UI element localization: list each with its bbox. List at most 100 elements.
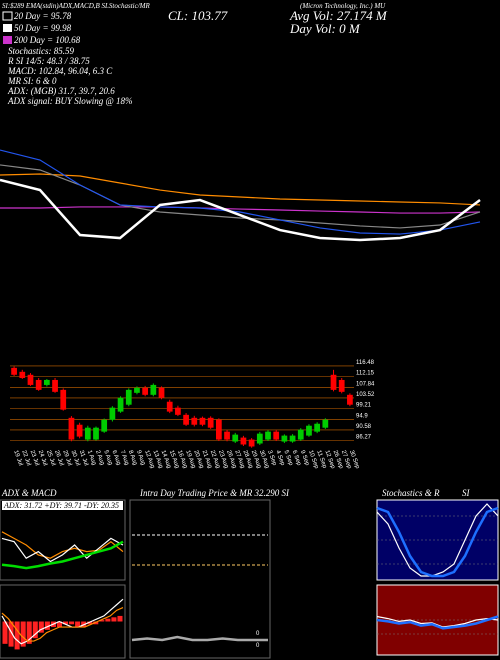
x-tick-label: 24 Jul xyxy=(37,450,48,467)
adx-signal: ADX signal: BUY Slowing @ 18% xyxy=(7,96,133,106)
banner xyxy=(2,501,123,510)
adx: ADX: (MGB) 31.7, 39.7, 20.6 xyxy=(7,86,115,96)
candle-body xyxy=(52,379,58,392)
histogram-bar xyxy=(26,621,32,644)
histogram-bar xyxy=(44,621,50,630)
stoch: Stochastics: 85.59 xyxy=(8,46,74,56)
mrsi: MR SI: 6 & 0 xyxy=(7,76,57,86)
candle-body xyxy=(93,427,99,440)
rsi: R SI 14/5: 48.3 / 38.75 xyxy=(7,56,90,66)
candle-body xyxy=(43,379,50,385)
histogram-bar xyxy=(20,621,26,647)
histogram-bar xyxy=(111,617,117,622)
series-line xyxy=(376,615,499,628)
panel-frame xyxy=(0,499,126,581)
series-line xyxy=(0,149,481,235)
panel-title: Stochastics & R xyxy=(382,488,440,498)
candle-body xyxy=(166,401,173,412)
histogram-bar xyxy=(87,621,93,625)
x-tick-label: 6 Sep xyxy=(291,450,302,467)
x-tick-label: 5 Sep xyxy=(283,450,294,467)
candle-body xyxy=(109,407,116,420)
candle-body xyxy=(347,394,353,405)
panel-title: Intra Day Trading Price & MR 32.290 SI xyxy=(139,488,290,498)
candle-body xyxy=(240,437,247,445)
candle-body xyxy=(191,417,198,425)
candle-body xyxy=(215,419,222,440)
panel-frame xyxy=(129,499,271,659)
candle-body xyxy=(330,374,337,390)
label: 0 xyxy=(256,643,260,649)
legend-box xyxy=(3,36,12,44)
candle-body xyxy=(11,367,17,375)
candle-body xyxy=(297,429,304,440)
series-line xyxy=(131,635,268,642)
x-tick-label: 30 Jul xyxy=(70,450,81,467)
x-tick-label: 23 Jul xyxy=(29,450,40,467)
candle-body xyxy=(134,387,140,393)
x-tick-label: 3 Sep xyxy=(266,450,277,467)
histogram-bar xyxy=(56,621,62,628)
legend-box xyxy=(2,11,13,21)
histogram-bar xyxy=(38,621,44,633)
x-tick-label: 1 Aug xyxy=(86,450,97,466)
x-tick-label: 2 Aug xyxy=(94,450,105,466)
x-tick-label: 9 Aug xyxy=(135,450,146,466)
series-line xyxy=(376,615,499,630)
day200: 200 Day = 100.68 xyxy=(14,35,81,45)
y-tick-label: 112.15 xyxy=(356,371,375,377)
x-tick-label: 26 Jul xyxy=(53,450,64,467)
histogram-bar xyxy=(75,621,81,628)
candle-body xyxy=(289,435,296,442)
candle-body xyxy=(27,374,34,385)
candle-body xyxy=(224,431,230,440)
x-tick-label: 29 Jul xyxy=(61,450,72,467)
histogram-bar xyxy=(105,618,111,622)
y-tick-label: 86.27 xyxy=(356,435,372,441)
panel-title: ADX & MACD xyxy=(1,488,57,498)
label: 0 xyxy=(256,631,260,637)
series-line xyxy=(0,206,481,214)
y-tick-label: 94.9 xyxy=(356,413,368,419)
y-tick-label: 116.48 xyxy=(356,360,375,366)
x-tick-label: 8 Aug xyxy=(127,450,138,466)
histogram-bar xyxy=(2,621,8,644)
candle-body xyxy=(183,414,189,425)
histogram-bar xyxy=(63,621,69,625)
histogram-bar xyxy=(8,621,14,647)
avg-vol: Avg Vol: 27.174 M xyxy=(289,8,388,23)
company: (Micron Technology, Inc.) MU xyxy=(300,2,386,10)
series-line xyxy=(376,506,499,578)
candle-body xyxy=(322,419,329,428)
day50: 50 Day = 99.98 xyxy=(14,23,72,33)
candle-body xyxy=(314,423,321,432)
day-vol: Day Vol: 0 M xyxy=(289,21,361,36)
x-tick-label: 5 Aug xyxy=(102,450,113,466)
y-tick-label: 107.84 xyxy=(356,381,375,387)
candle-body xyxy=(281,435,288,442)
candle-body xyxy=(76,424,83,437)
candle-body xyxy=(158,387,165,398)
panel-title: SI xyxy=(462,488,471,498)
candle-body xyxy=(232,434,239,442)
x-tick-label: 4 Sep xyxy=(274,450,285,467)
series-line xyxy=(1,606,124,642)
x-tick-label: 19 Jul xyxy=(12,450,23,467)
candle-body xyxy=(256,433,263,444)
x-tick-label: 6 Aug xyxy=(111,450,122,466)
legend-box xyxy=(3,24,12,32)
y-tick-label: 103.52 xyxy=(356,392,375,398)
series-line xyxy=(376,503,499,577)
candle-body xyxy=(265,431,271,440)
candle-body xyxy=(117,397,124,412)
candle-body xyxy=(150,384,157,395)
panel-frame xyxy=(0,584,126,659)
candle-body xyxy=(101,419,108,432)
candle-body xyxy=(125,389,132,405)
x-tick-label: 7 Aug xyxy=(119,450,130,466)
x-tick-label: 25 Jul xyxy=(45,450,56,467)
candle-body xyxy=(207,417,214,428)
histogram-bar xyxy=(32,621,38,639)
candle-body xyxy=(19,371,26,378)
